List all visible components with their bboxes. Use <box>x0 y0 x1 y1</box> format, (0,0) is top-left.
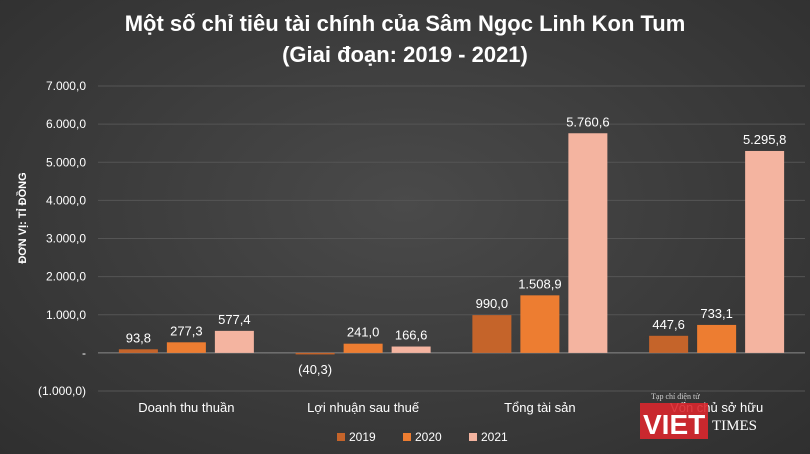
bar-2021 <box>745 150 785 353</box>
data-label: 5.760,6 <box>566 114 609 129</box>
legend-label-2020: 2020 <box>415 430 442 444</box>
y-tick-label: - <box>82 346 86 360</box>
bar-2021 <box>568 133 608 353</box>
legend-swatch-2021 <box>469 433 477 441</box>
data-label: 447,6 <box>652 317 685 332</box>
x-category-label: Tổng tài sản <box>504 400 576 415</box>
watermark-logo: Tạp chí điện tử VIET TIMES <box>640 392 757 440</box>
bar-2019 <box>649 335 689 353</box>
y-axis-ticks: (1.000,0) - 1.000,0 2.000,0 3.000,0 4.000,0 5.… <box>38 79 86 398</box>
chart-title: Một số chỉ tiêu tài chính của Sâm Ngọc L… <box>0 8 810 70</box>
y-tick-label: 2.000,0 <box>46 270 86 284</box>
x-category-label: Lợi nhuận sau thuế <box>307 400 420 415</box>
bar-2019 <box>118 349 158 353</box>
watermark-times: TIMES <box>712 418 757 434</box>
data-label: 277,3 <box>170 323 203 338</box>
bars <box>118 133 785 355</box>
data-label: 733,1 <box>700 306 733 321</box>
chart-title-line1: Một số chỉ tiêu tài chính của Sâm Ngọc L… <box>124 11 686 36</box>
legend-label-2021: 2021 <box>481 430 508 444</box>
bar-2021 <box>391 346 431 353</box>
y-tick-label: 6.000,0 <box>46 117 86 131</box>
data-labels: 93,8 277,3 577,4 (40,3) 241,0 166,6 990,0 1.508… <box>126 114 787 377</box>
data-label: 577,4 <box>218 312 251 327</box>
bar-2020 <box>697 324 737 353</box>
y-axis-label: ĐƠN VỊ: TỈ ĐỒNG <box>16 172 29 263</box>
bar-2019 <box>472 315 512 353</box>
legend-swatch-2020 <box>403 433 411 441</box>
bar-2020 <box>520 295 560 353</box>
watermark-tagline: Tạp chí điện tử <box>651 392 700 401</box>
data-label: (40,3) <box>298 362 332 377</box>
bar-2020 <box>343 343 383 353</box>
legend-swatch-2019 <box>337 433 345 441</box>
legend: 2019 2020 2021 <box>337 430 508 444</box>
data-label: 990,0 <box>476 296 509 311</box>
y-tick-label: (1.000,0) <box>38 384 86 398</box>
x-category-label: Doanh thu thuần <box>138 400 234 415</box>
data-label: 5.295,8 <box>743 132 786 147</box>
y-tick-label: 4.000,0 <box>46 193 86 207</box>
data-label: 241,0 <box>347 325 380 340</box>
data-label: 93,8 <box>126 330 151 345</box>
data-label: 166,6 <box>395 328 428 343</box>
watermark-red-block <box>640 403 708 439</box>
y-tick-label: 3.000,0 <box>46 232 86 246</box>
data-label: 1.508,9 <box>518 276 561 291</box>
y-tick-label: 1.000,0 <box>46 308 86 322</box>
bar-2019 <box>295 352 335 355</box>
y-tick-label: 7.000,0 <box>46 79 86 93</box>
bar-2020 <box>166 342 206 353</box>
watermark-viet: VIET <box>643 409 705 440</box>
y-tick-label: 5.000,0 <box>46 155 86 169</box>
bar-2021 <box>214 330 254 353</box>
gridlines <box>98 85 805 392</box>
chart-title-line2: (Giai đoạn: 2019 - 2021) <box>282 42 528 67</box>
legend-label-2019: 2019 <box>349 430 376 444</box>
